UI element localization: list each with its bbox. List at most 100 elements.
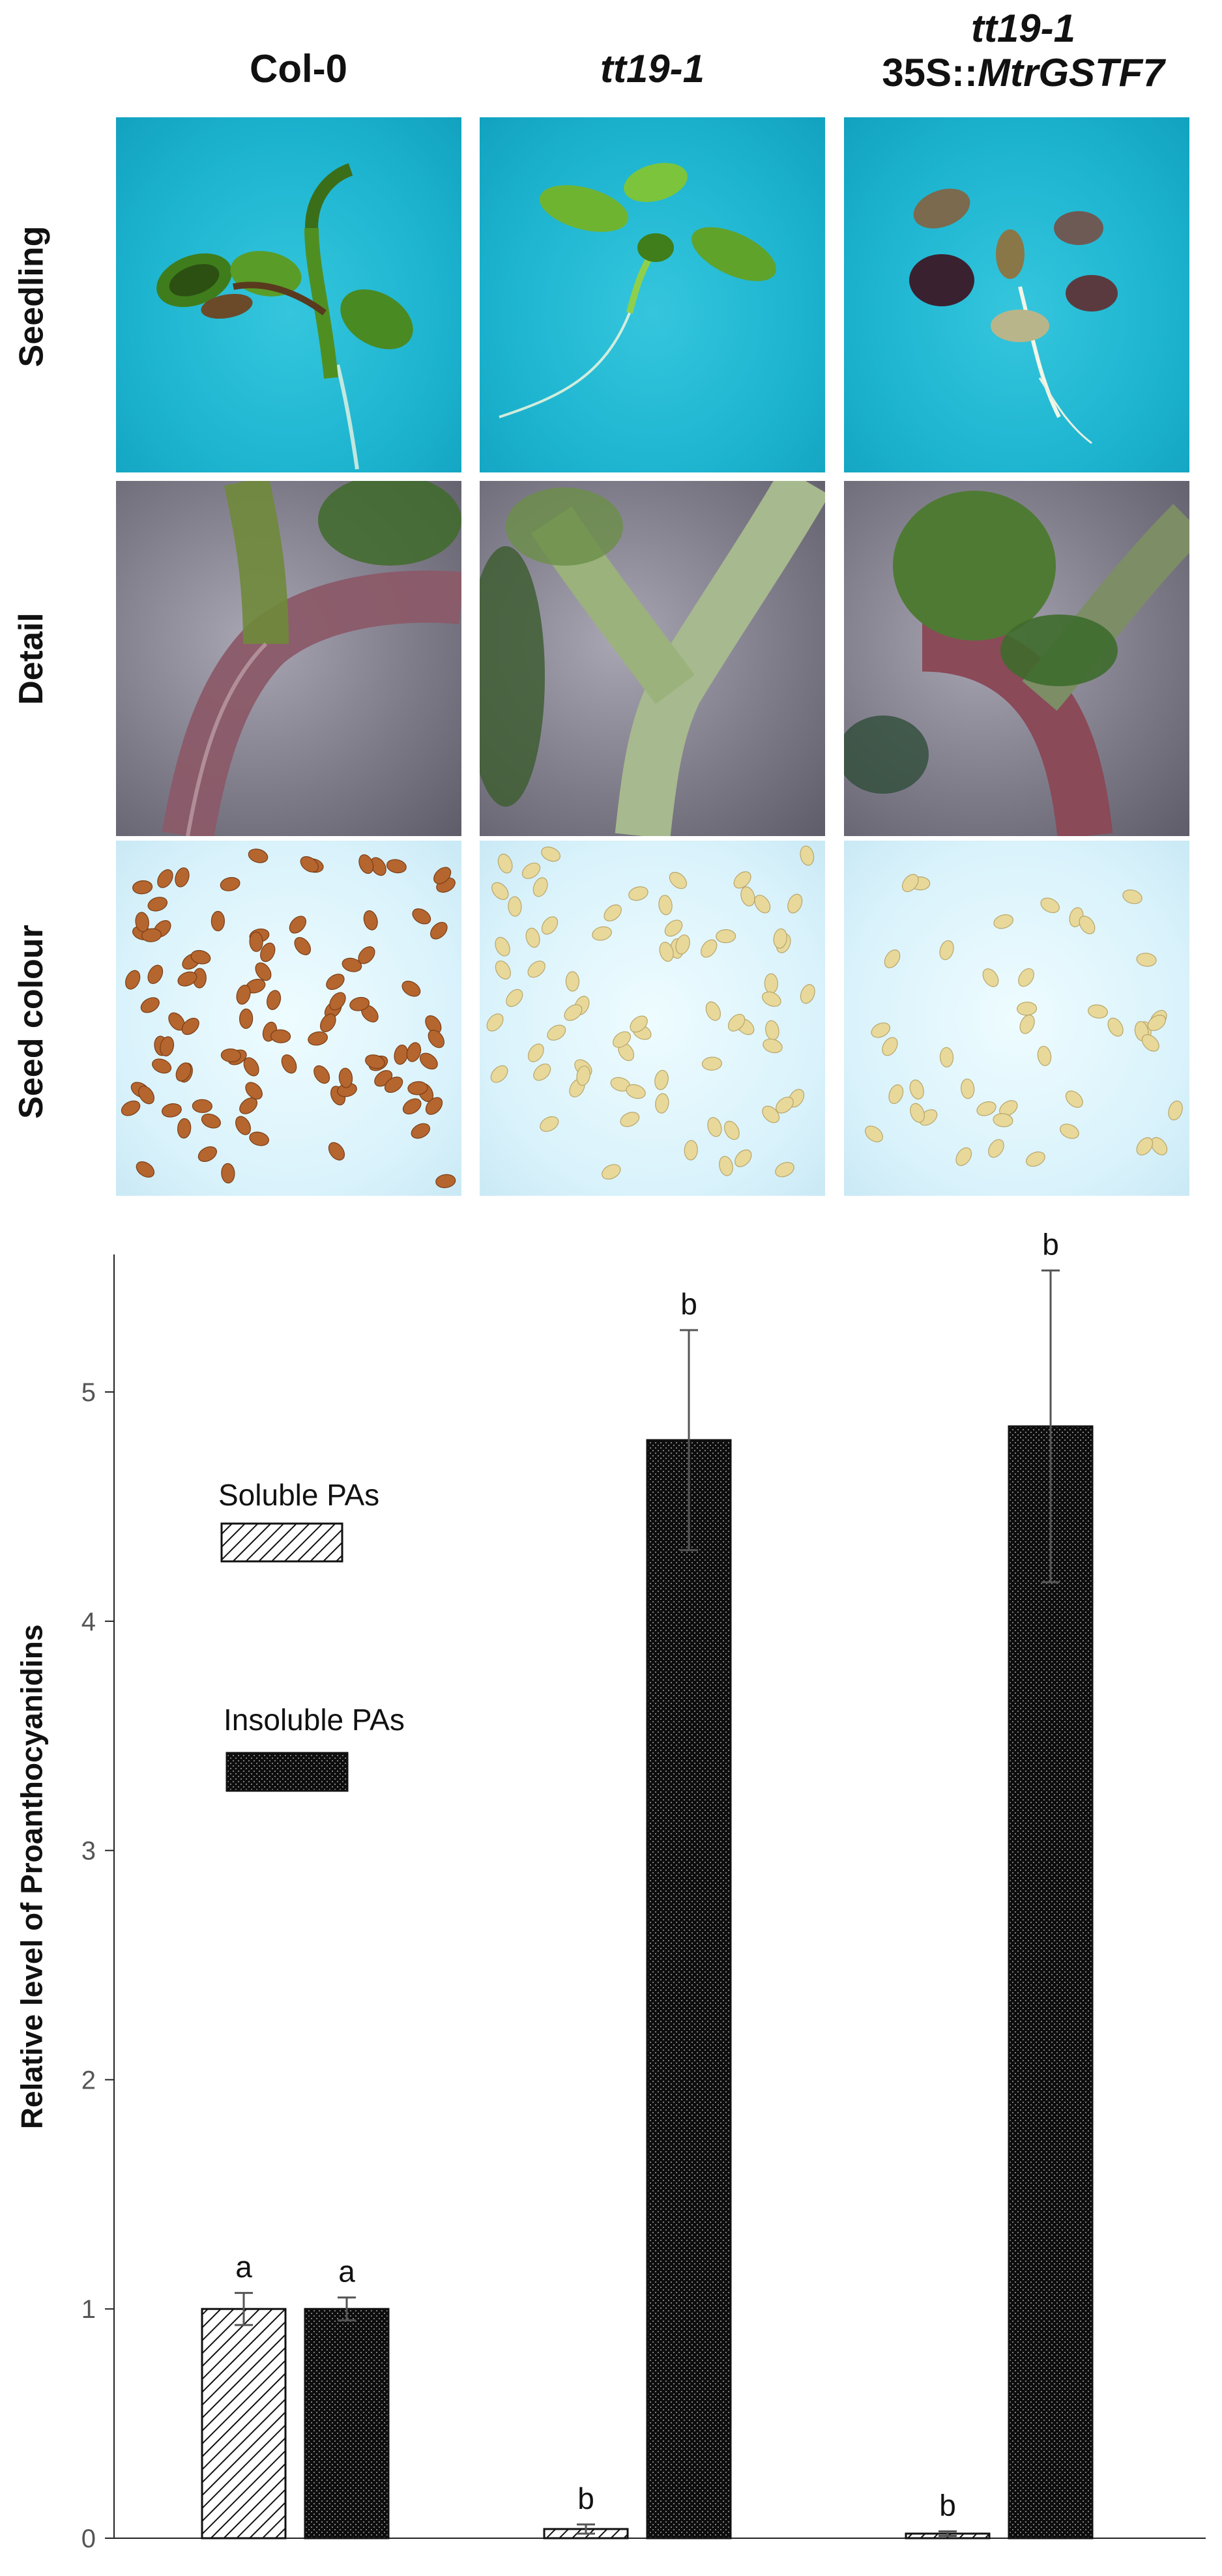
brown-seed: [308, 1031, 328, 1046]
brown-seed: [175, 1062, 192, 1082]
yellow-seed: [1122, 889, 1142, 904]
yellow-seed: [864, 1125, 883, 1142]
yellow-seed: [533, 1064, 551, 1081]
brown-seed: [201, 1113, 221, 1129]
column-header-tt19-complemented-line2: 35S::MtrGSTF7: [841, 51, 1206, 95]
yellow-seed: [763, 1038, 783, 1054]
brown-seed: [235, 1116, 251, 1135]
yellow-seed: [1107, 1017, 1124, 1037]
brown-seed: [181, 1017, 199, 1035]
significance-letter: b: [680, 1287, 697, 1321]
brown-seed: [401, 981, 421, 997]
row-label-seedling: Seedling: [12, 225, 50, 368]
yellow-seed: [888, 1084, 904, 1105]
bar-soluble-0: [201, 2308, 287, 2540]
brown-seed: [384, 1077, 403, 1093]
yellow-seed: [495, 960, 511, 980]
legend-swatch-soluble: [220, 1522, 343, 1563]
proanthocyanidin-bar-chart: 0 1 2 3 4 5 a b b a b b Soluble PAs Insoluble PAs: [81, 1228, 1206, 2553]
yellow-seed: [592, 926, 612, 941]
yellow-seed: [1040, 897, 1060, 914]
y-tick-label: 3: [81, 1837, 96, 1866]
yellow-seed: [939, 940, 954, 961]
seedling-photo-tt19-complemented: [844, 117, 1189, 472]
yellow-seed: [735, 1149, 752, 1168]
brown-seed: [152, 1058, 172, 1074]
brown-seed: [161, 1103, 182, 1118]
brown-seed: [425, 1097, 443, 1115]
yellow-seed: [1136, 1137, 1154, 1155]
yellow-seed: [909, 1079, 924, 1100]
brown-seed: [132, 880, 153, 895]
yellow-seed: [762, 991, 781, 1007]
yellow-seed: [716, 929, 736, 944]
seed-photo-tt19-complemented: [844, 841, 1189, 1196]
significance-letter: a: [338, 2255, 355, 2289]
brown-seed: [300, 856, 319, 873]
yellow-seed: [993, 914, 1013, 929]
yellow-seed: [764, 973, 778, 994]
yellow-seed: [733, 871, 751, 889]
brown-seed: [249, 931, 263, 952]
brown-seed: [243, 1057, 259, 1077]
bar-insoluble-2: [1008, 1425, 1094, 2540]
brown-seed: [141, 928, 162, 942]
yellow-seed: [1026, 1151, 1045, 1167]
yellow-seed: [762, 1105, 780, 1123]
brown-seed: [411, 1123, 430, 1139]
column-header-tt19-complemented-line1: tt19-1: [970, 7, 1076, 50]
yellow-seed: [775, 1162, 794, 1178]
yellow-seed: [1150, 1136, 1168, 1155]
brown-seed: [140, 997, 160, 1013]
brown-seed: [326, 974, 345, 991]
brown-seed: [125, 970, 141, 990]
brown-seed: [121, 1100, 141, 1116]
significance-letter: b: [939, 2488, 956, 2522]
column-header-tt19-complemented: tt19-1 35S::MtrGSTF7: [841, 7, 1206, 95]
yellow-seed: [1065, 1090, 1083, 1108]
seed-photo-col0: [116, 841, 461, 1196]
yellow-seed: [547, 1024, 566, 1041]
significance-letter: b: [577, 2482, 594, 2515]
yellow-seed: [740, 886, 755, 906]
yellow-seed: [658, 895, 673, 916]
yellow-seed: [491, 882, 509, 900]
yellow-seed: [955, 1147, 972, 1166]
brown-seed: [192, 1099, 212, 1113]
brown-seed: [358, 854, 374, 874]
yellow-seed: [993, 1113, 1013, 1127]
brown-seed: [412, 908, 431, 925]
yellow-seed: [675, 934, 690, 955]
construct-gene: MtrGSTF7: [978, 51, 1165, 94]
yellow-seed: [521, 862, 541, 879]
y-tick-label: 1: [81, 2295, 96, 2324]
yellow-seed: [540, 1116, 559, 1132]
yellow-seed: [787, 893, 803, 914]
brown-seed: [260, 942, 276, 962]
brown-seed: [363, 910, 378, 931]
y-tick-label: 0: [81, 2525, 96, 2553]
yellow-seed: [719, 1155, 733, 1176]
brown-seed: [365, 1054, 385, 1069]
yellow-seed: [628, 886, 648, 901]
brown-seed: [267, 990, 282, 1010]
yellow-seed: [705, 1001, 721, 1021]
brown-seed: [407, 1081, 428, 1095]
brown-seed: [402, 1098, 422, 1115]
yellow-seed: [576, 1065, 590, 1086]
brown-seed: [211, 910, 225, 932]
yellow-seed: [754, 895, 771, 914]
y-tick-label: 2: [81, 2066, 96, 2094]
brown-seed: [136, 1161, 155, 1178]
yellow-seed: [1087, 1004, 1108, 1019]
yellow-seed: [602, 1164, 621, 1180]
brown-seed: [190, 949, 211, 964]
yellow-seed: [884, 949, 901, 968]
yellow-seed: [1019, 1014, 1035, 1034]
brown-seed: [406, 1042, 422, 1062]
construct-prefix: 35S::: [882, 51, 978, 94]
brown-seed: [177, 1118, 192, 1139]
yellow-seed: [486, 1013, 504, 1032]
yellow-seed: [620, 1112, 640, 1127]
yellow-seed: [684, 1140, 698, 1161]
